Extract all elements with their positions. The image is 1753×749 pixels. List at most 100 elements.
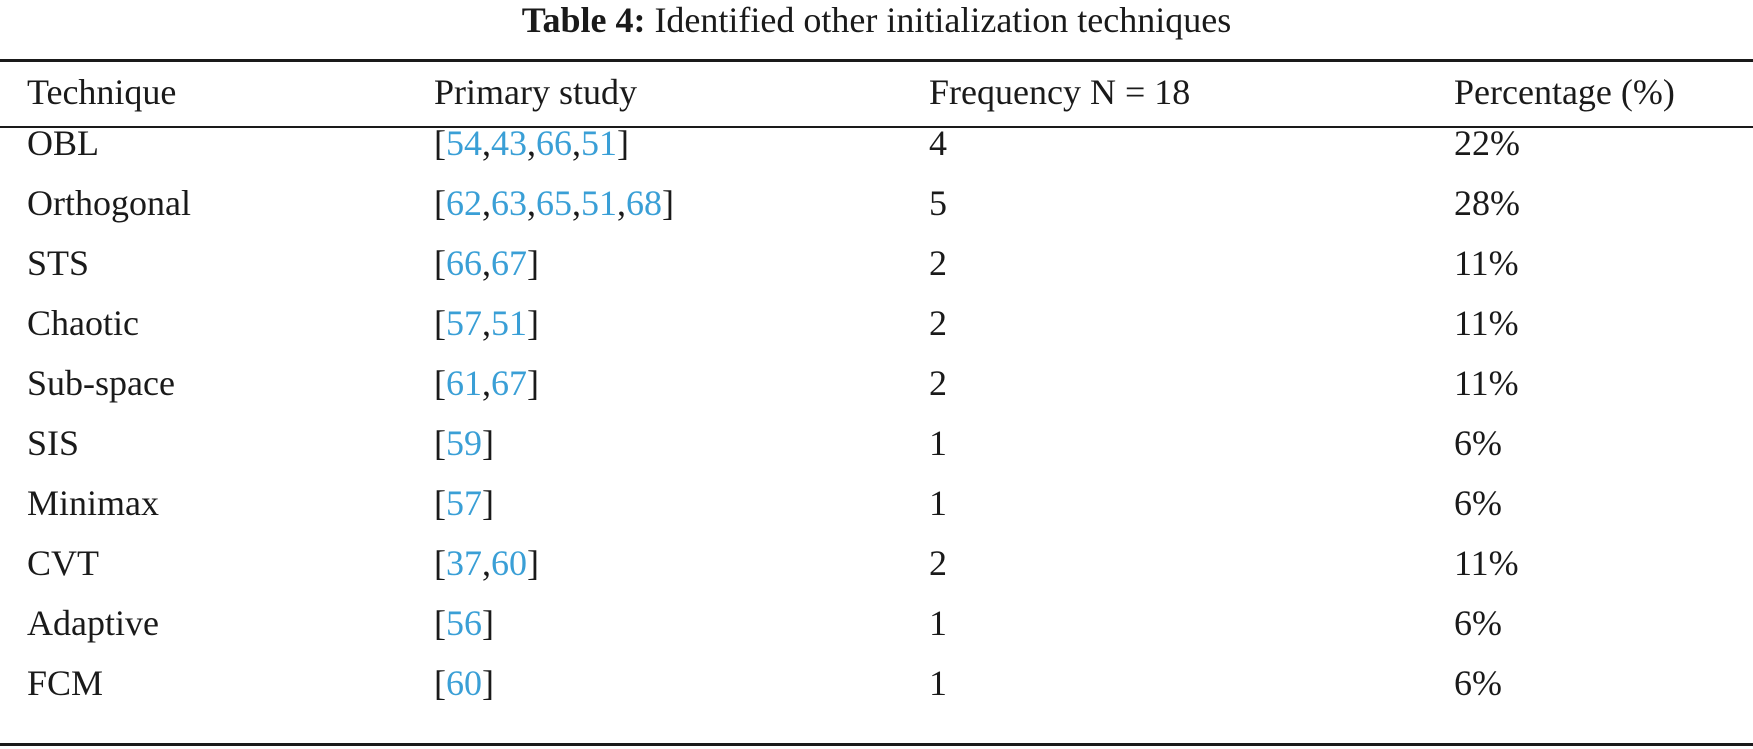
bracket-close: ] bbox=[662, 183, 674, 223]
bracket-close: ] bbox=[527, 543, 539, 583]
reference-link[interactable]: 61 bbox=[446, 363, 482, 403]
cell-technique: FCM bbox=[27, 663, 104, 703]
cell-percentage: 6% bbox=[1454, 483, 1502, 523]
table-bottom-rule bbox=[0, 743, 1753, 746]
reference-link[interactable]: 65 bbox=[536, 183, 572, 223]
cell-frequency: 1 bbox=[929, 663, 947, 703]
ref-separator: , bbox=[527, 123, 536, 163]
cell-primary-study: [66,67] bbox=[434, 233, 539, 293]
bracket-open: [ bbox=[434, 243, 446, 283]
cell-primary-study: [62,63,65,51,68] bbox=[434, 173, 674, 233]
bracket-open: [ bbox=[434, 123, 446, 163]
bracket-open: [ bbox=[434, 663, 446, 703]
bracket-close: ] bbox=[482, 423, 494, 463]
ref-separator: , bbox=[527, 183, 536, 223]
cell-percentage: 6% bbox=[1454, 603, 1502, 643]
table-row: FCM [60] 1 6% bbox=[0, 653, 1753, 713]
table-row: CVT [37,60] 2 11% bbox=[0, 533, 1753, 593]
bracket-open: [ bbox=[434, 483, 446, 523]
cell-percentage: 22% bbox=[1454, 123, 1520, 163]
reference-link[interactable]: 60 bbox=[446, 663, 482, 703]
cell-percentage: 11% bbox=[1454, 363, 1519, 403]
cell-frequency: 2 bbox=[929, 363, 947, 403]
ref-separator: , bbox=[482, 123, 491, 163]
cell-technique: Adaptive bbox=[27, 603, 159, 643]
cell-technique: STS bbox=[27, 243, 90, 283]
ref-separator: , bbox=[482, 243, 491, 283]
reference-link[interactable]: 67 bbox=[491, 363, 527, 403]
cell-frequency: 5 bbox=[929, 183, 947, 223]
bracket-open: [ bbox=[434, 543, 446, 583]
bracket-open: [ bbox=[434, 183, 446, 223]
cell-technique: OBL bbox=[27, 123, 99, 163]
reference-link[interactable]: 57 bbox=[446, 483, 482, 523]
ref-separator: , bbox=[482, 363, 491, 403]
ref-separator: , bbox=[572, 183, 581, 223]
cell-technique: Sub-space bbox=[27, 363, 175, 403]
reference-link[interactable]: 60 bbox=[491, 543, 527, 583]
cell-primary-study: [57,51] bbox=[434, 293, 539, 353]
cell-frequency: 2 bbox=[929, 243, 947, 283]
header-primary-study: Primary study bbox=[434, 72, 637, 112]
bracket-close: ] bbox=[482, 483, 494, 523]
ref-separator: , bbox=[482, 303, 491, 343]
cell-percentage: 6% bbox=[1454, 663, 1502, 703]
reference-link[interactable]: 66 bbox=[536, 123, 572, 163]
table-row: Minimax [57] 1 6% bbox=[0, 473, 1753, 533]
reference-link[interactable]: 57 bbox=[446, 303, 482, 343]
bracket-close: ] bbox=[482, 663, 494, 703]
cell-primary-study: [61,67] bbox=[434, 353, 539, 413]
header-technique: Technique bbox=[27, 72, 177, 112]
cell-primary-study: [37,60] bbox=[434, 533, 539, 593]
reference-link[interactable]: 66 bbox=[446, 243, 482, 283]
cell-technique: Minimax bbox=[27, 483, 159, 523]
reference-link[interactable]: 67 bbox=[491, 243, 527, 283]
bracket-close: ] bbox=[482, 603, 494, 643]
cell-frequency: 2 bbox=[929, 543, 947, 583]
table-top-rule bbox=[0, 59, 1753, 62]
header-frequency: Frequency N = 18 bbox=[929, 72, 1191, 112]
ref-separator: , bbox=[482, 183, 491, 223]
table-caption-text: Identified other initialization techniqu… bbox=[654, 0, 1232, 40]
table-header-rule bbox=[0, 126, 1753, 128]
cell-primary-study: [56] bbox=[434, 593, 494, 653]
reference-link[interactable]: 51 bbox=[491, 303, 527, 343]
cell-percentage: 28% bbox=[1454, 183, 1520, 223]
bracket-close: ] bbox=[527, 243, 539, 283]
cell-technique: Orthogonal bbox=[27, 183, 191, 223]
cell-frequency: 1 bbox=[929, 603, 947, 643]
reference-link[interactable]: 63 bbox=[491, 183, 527, 223]
reference-link[interactable]: 51 bbox=[581, 183, 617, 223]
reference-link[interactable]: 68 bbox=[626, 183, 662, 223]
cell-primary-study: [54,43,66,51] bbox=[434, 113, 629, 173]
table-row: STS [66,67] 2 11% bbox=[0, 233, 1753, 293]
cell-frequency: 1 bbox=[929, 423, 947, 463]
table-row: Adaptive [56] 1 6% bbox=[0, 593, 1753, 653]
cell-frequency: 2 bbox=[929, 303, 947, 343]
cell-percentage: 11% bbox=[1454, 543, 1519, 583]
ref-separator: , bbox=[482, 543, 491, 583]
reference-link[interactable]: 51 bbox=[581, 123, 617, 163]
bracket-close: ] bbox=[617, 123, 629, 163]
bracket-close: ] bbox=[527, 363, 539, 403]
table-row: SIS [59] 1 6% bbox=[0, 413, 1753, 473]
reference-link[interactable]: 37 bbox=[446, 543, 482, 583]
reference-link[interactable]: 56 bbox=[446, 603, 482, 643]
reference-link[interactable]: 43 bbox=[491, 123, 527, 163]
bracket-open: [ bbox=[434, 363, 446, 403]
cell-frequency: 1 bbox=[929, 483, 947, 523]
bracket-open: [ bbox=[434, 303, 446, 343]
cell-percentage: 11% bbox=[1454, 243, 1519, 283]
table-header-row: Technique Primary study Frequency N = 18… bbox=[0, 59, 1753, 126]
table-row: Chaotic [57,51] 2 11% bbox=[0, 293, 1753, 353]
table-caption: Table 4: Identified other initialization… bbox=[0, 0, 1753, 40]
cell-technique: SIS bbox=[27, 423, 80, 463]
cell-technique: CVT bbox=[27, 543, 99, 583]
reference-link[interactable]: 59 bbox=[446, 423, 482, 463]
reference-link[interactable]: 62 bbox=[446, 183, 482, 223]
reference-link[interactable]: 54 bbox=[446, 123, 482, 163]
cell-primary-study: [59] bbox=[434, 413, 494, 473]
cell-technique: Chaotic bbox=[27, 303, 139, 343]
bracket-close: ] bbox=[527, 303, 539, 343]
header-percentage: Percentage (%) bbox=[1454, 72, 1675, 112]
